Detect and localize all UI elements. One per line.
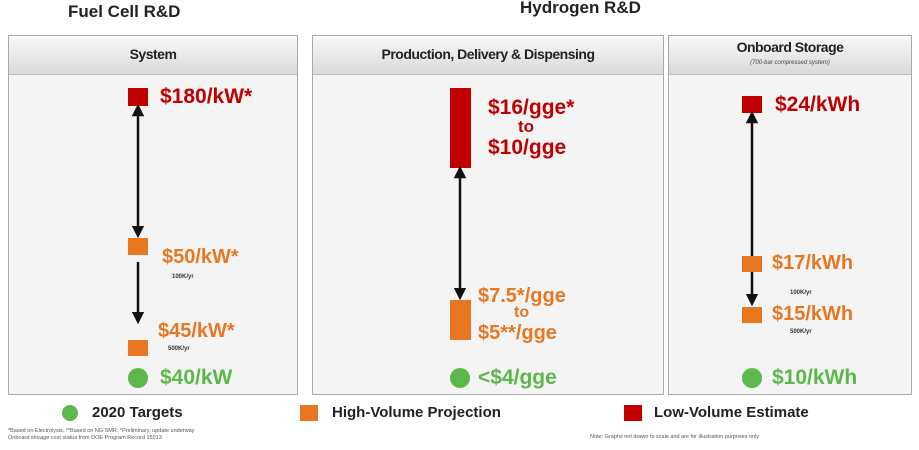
value-label: to	[518, 117, 535, 136]
panel: Production, Delivery & Dispensing	[312, 35, 664, 395]
legend-swatch	[624, 405, 642, 421]
value-label: $40/kW	[160, 366, 233, 389]
low-volume-marker	[450, 88, 471, 168]
rate-label: 500K/yr	[168, 346, 190, 352]
target-marker	[128, 368, 148, 388]
panel-title: System	[9, 36, 297, 75]
low-volume-marker	[742, 96, 762, 113]
value-label: <$4/gge	[478, 366, 557, 389]
panel-title: Production, Delivery & Dispensing	[313, 36, 663, 75]
value-label: $16/gge*	[488, 96, 575, 119]
note: Note: Graphs not drawn to scale and are …	[590, 434, 760, 440]
value-label: $50/kW*	[162, 246, 239, 268]
high-volume-marker	[128, 238, 148, 255]
rate-label: 100K/yr	[790, 290, 812, 296]
legend-label: High-Volume Projection	[332, 404, 501, 421]
section-title: Fuel Cell R&D	[68, 2, 181, 21]
target-marker	[742, 368, 762, 388]
value-label: $180/kW*	[160, 85, 253, 108]
value-label: to	[514, 304, 530, 321]
value-label: $15/kWh	[772, 303, 854, 325]
rate-label: 500K/yr	[790, 329, 812, 335]
high-volume-marker	[742, 256, 762, 272]
value-label: $7.5*/gge	[478, 285, 566, 307]
footnote: *Based on Electrolysis. **Based on NG SM…	[8, 428, 195, 434]
rate-label: 100K/yr	[172, 274, 194, 280]
panel-title: Onboard Storage	[669, 36, 911, 75]
value-label: $5**/gge	[478, 322, 557, 344]
legend-label: Low-Volume Estimate	[654, 404, 809, 421]
value-label: $24/kWh	[775, 93, 861, 116]
legend-swatch	[62, 405, 78, 421]
high-volume-marker	[742, 307, 762, 323]
legend-label: 2020 Targets	[92, 404, 183, 421]
panel-subtitle: (700-bar compressed system)	[750, 60, 830, 66]
panel: Onboard Storage (700-bar compressed syst…	[668, 35, 912, 395]
low-volume-marker	[128, 88, 148, 106]
footnote: Onboard storage cost status from DOE Pro…	[8, 435, 162, 441]
legend-swatch	[300, 405, 318, 421]
value-label: $17/kWh	[772, 252, 854, 274]
target-marker	[450, 368, 470, 388]
high-volume-marker	[128, 340, 148, 356]
high-volume-marker	[450, 300, 471, 340]
value-label: $45/kW*	[158, 320, 235, 342]
section-title: Hydrogen R&D	[520, 0, 641, 17]
value-label: $10/kWh	[772, 366, 858, 389]
value-label: $10/gge	[488, 136, 567, 159]
panel: System	[8, 35, 298, 395]
title-text: Onboard Storage	[736, 39, 844, 55]
